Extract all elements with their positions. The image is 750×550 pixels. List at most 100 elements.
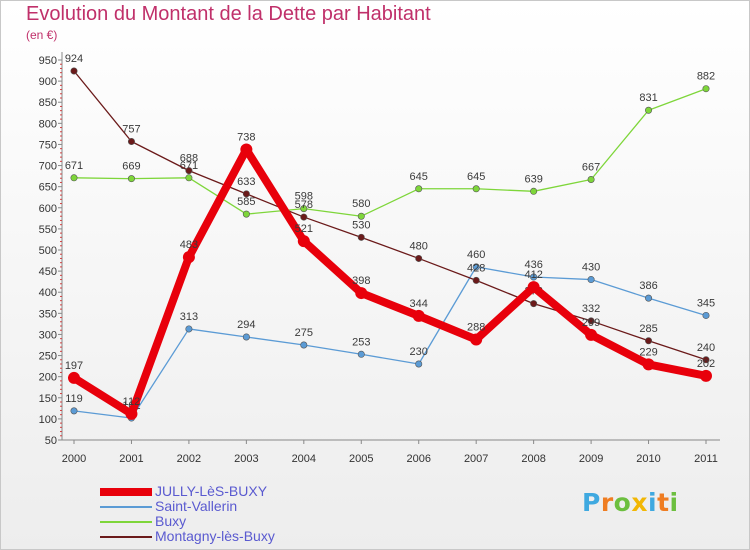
y-tick-label: 750 <box>39 139 57 151</box>
x-tick-label: 2003 <box>234 453 258 465</box>
data-point <box>587 317 595 325</box>
data-point <box>182 251 195 264</box>
series-line-buxy <box>73 88 707 217</box>
data-label: 578 <box>295 199 313 211</box>
x-tick-label: 2000 <box>62 453 86 465</box>
data-label: 229 <box>639 346 657 358</box>
data-label: 645 <box>410 171 428 183</box>
data-label: 197 <box>65 360 83 372</box>
data-label: 344 <box>410 298 428 310</box>
data-point <box>357 212 365 220</box>
data-label: 757 <box>122 123 140 135</box>
data-label: 313 <box>180 311 198 323</box>
data-label: 831 <box>639 92 657 104</box>
data-point <box>415 254 423 262</box>
y-tick-label: 300 <box>39 329 57 341</box>
brand-letter: t <box>657 488 670 517</box>
series-line-jully-l-s-buxy <box>70 145 710 418</box>
y-tick-label: 350 <box>39 308 57 320</box>
x-tick-label: 2005 <box>349 453 373 465</box>
data-label: 671 <box>65 160 83 172</box>
data-point <box>242 190 250 198</box>
data-point <box>702 356 710 364</box>
data-label: 345 <box>697 297 715 309</box>
data-point <box>702 311 710 319</box>
data-point <box>700 369 712 382</box>
legend-swatch <box>100 521 152 523</box>
data-label: 332 <box>582 303 600 315</box>
data-point <box>530 273 538 281</box>
series-line-saint-vallerin <box>73 266 707 419</box>
data-label: 119 <box>65 393 83 405</box>
data-label: 530 <box>352 219 370 231</box>
y-tick-label: 50 <box>45 435 57 447</box>
x-tick-label: 2001 <box>119 453 143 465</box>
data-point <box>587 276 595 284</box>
data-label: 275 <box>295 327 313 339</box>
data-label: 398 <box>352 275 370 287</box>
data-label: 667 <box>582 161 600 173</box>
x-tick-label: 2002 <box>177 453 201 465</box>
data-point <box>127 175 135 183</box>
y-tick-label: 550 <box>39 224 57 236</box>
data-label: 460 <box>467 249 485 261</box>
data-point <box>127 137 135 145</box>
y-tick-label: 150 <box>39 393 57 405</box>
legend-swatch <box>100 506 152 508</box>
data-point <box>185 174 193 182</box>
brand-letter: r <box>600 488 614 517</box>
data-label: 688 <box>180 153 198 165</box>
data-point <box>530 300 538 308</box>
data-point <box>70 67 78 75</box>
data-point <box>645 294 653 302</box>
data-point <box>242 333 250 341</box>
data-point <box>300 213 308 221</box>
data-point <box>472 276 480 284</box>
y-tick-label: 950 <box>39 55 57 67</box>
data-point <box>415 185 423 193</box>
data-point <box>527 281 540 294</box>
data-label: 230 <box>410 346 428 358</box>
data-label: 285 <box>639 323 657 335</box>
data-label: 253 <box>352 336 370 348</box>
legend-swatch <box>100 536 152 538</box>
chart-title: Evolution du Montant de la Dette par Hab… <box>26 3 431 25</box>
data-label: 430 <box>582 262 600 274</box>
y-tick-label: 800 <box>39 118 57 130</box>
y-tick-label: 850 <box>39 97 57 109</box>
data-label: 112 <box>123 396 141 408</box>
brand-letter: o <box>613 488 632 517</box>
data-point <box>415 360 423 368</box>
data-point <box>240 143 253 156</box>
data-label: 483 <box>180 239 198 251</box>
data-label: 585 <box>237 196 255 208</box>
data-label: 202 <box>697 358 715 370</box>
data-label: 580 <box>352 198 370 210</box>
data-label: 521 <box>295 223 313 235</box>
data-point <box>68 371 80 384</box>
x-tick-label: 2004 <box>292 453 316 465</box>
data-label: 240 <box>697 342 715 354</box>
data-label: 288 <box>467 322 485 334</box>
chart-unit: (en €) <box>26 28 58 42</box>
legend-label: Montagny-lès-Buxy <box>155 528 275 544</box>
data-point <box>355 287 368 300</box>
data-point <box>470 333 483 346</box>
data-label: 436 <box>524 259 542 271</box>
data-point <box>472 263 480 271</box>
y-tick-label: 900 <box>39 76 57 88</box>
data-point <box>300 341 308 349</box>
data-point <box>185 167 193 175</box>
series-line-montagny-l-s-buxy <box>73 70 707 361</box>
data-point <box>70 174 78 182</box>
data-point <box>70 407 78 415</box>
data-label: 645 <box>467 171 485 183</box>
y-tick-label: 400 <box>39 287 57 299</box>
data-label: 669 <box>122 161 140 173</box>
data-label: 299 <box>582 317 600 329</box>
data-point <box>530 187 538 195</box>
data-point <box>357 350 365 358</box>
data-point <box>702 85 710 93</box>
y-tick-label: 450 <box>39 266 57 278</box>
